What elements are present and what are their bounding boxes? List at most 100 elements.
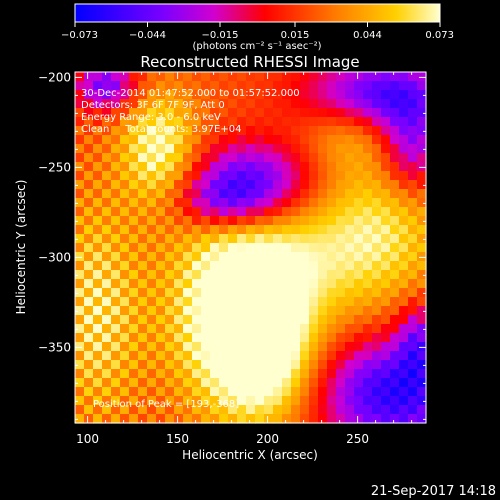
- heatmap-cell: [210, 162, 220, 172]
- heatmap-cell: [345, 117, 355, 127]
- heatmap-cell: [309, 297, 319, 307]
- heatmap-cell: [192, 315, 202, 325]
- heatmap-cell: [219, 234, 229, 244]
- heatmap-cell: [336, 180, 346, 190]
- heatmap-cell: [192, 126, 202, 136]
- heatmap-cell: [93, 81, 103, 91]
- heatmap-cell: [237, 333, 247, 343]
- timestamp: 21-Sep-2017 14:18: [371, 484, 496, 499]
- heatmap-cell: [111, 198, 121, 208]
- heatmap-cell: [282, 351, 292, 361]
- heatmap-cell: [237, 171, 247, 181]
- heatmap-cell: [300, 225, 310, 235]
- heatmap-cell: [390, 315, 400, 325]
- heatmap-cell: [336, 288, 346, 298]
- heatmap-cell: [300, 378, 310, 388]
- heatmap-cell: [111, 243, 121, 253]
- heatmap-cell: [120, 252, 130, 262]
- heatmap-cell: [291, 225, 301, 235]
- heatmap-cell: [237, 270, 247, 280]
- heatmap-cell: [399, 180, 409, 190]
- heatmap-cell: [75, 378, 85, 388]
- heatmap-cell: [273, 297, 283, 307]
- heatmap-cell: [120, 297, 130, 307]
- heatmap-cell: [93, 189, 103, 199]
- heatmap-cell: [345, 351, 355, 361]
- heatmap-cell: [111, 306, 121, 316]
- heatmap-cell: [156, 414, 166, 424]
- heatmap-cell: [93, 90, 103, 100]
- heatmap-cell: [255, 81, 265, 91]
- heatmap-cell: [210, 360, 220, 370]
- heatmap-cell: [93, 279, 103, 289]
- heatmap-cell: [165, 99, 175, 109]
- heatmap-cell: [300, 306, 310, 316]
- heatmap-cell: [75, 369, 85, 379]
- heatmap-cell: [363, 279, 373, 289]
- heatmap-cell: [318, 216, 328, 226]
- heatmap-cell: [111, 189, 121, 199]
- heatmap-cell: [147, 351, 157, 361]
- heatmap-cell: [246, 324, 256, 334]
- heatmap-cell: [255, 90, 265, 100]
- heatmap-cell: [219, 306, 229, 316]
- heatmap-cell: [93, 252, 103, 262]
- heatmap-cell: [165, 270, 175, 280]
- heatmap-cell: [336, 279, 346, 289]
- heatmap-cell: [381, 324, 391, 334]
- heatmap-cell: [93, 324, 103, 334]
- heatmap-cell: [129, 342, 139, 352]
- heatmap-cell: [345, 270, 355, 280]
- heatmap-cell: [174, 279, 184, 289]
- heatmap-cell: [174, 144, 184, 154]
- heatmap-cell: [147, 297, 157, 307]
- heatmap-cell: [327, 351, 337, 361]
- heatmap-cell: [228, 90, 238, 100]
- heatmap-cell: [291, 414, 301, 424]
- heatmap-cell: [156, 315, 166, 325]
- heatmap-cell: [408, 405, 418, 415]
- heatmap-cell: [372, 72, 382, 82]
- heatmap-cell: [183, 252, 193, 262]
- heatmap-cell: [75, 306, 85, 316]
- heatmap-cell: [84, 342, 94, 352]
- heatmap-cell: [408, 207, 418, 217]
- heatmap-cell: [84, 72, 94, 82]
- heatmap-cell: [129, 351, 139, 361]
- heatmap-cell: [282, 153, 292, 163]
- heatmap-cell: [381, 189, 391, 199]
- heatmap-cell: [219, 405, 229, 415]
- heatmap-cell: [183, 135, 193, 145]
- heatmap-cell: [399, 207, 409, 217]
- heatmap-cell: [237, 216, 247, 226]
- heatmap-cell: [201, 333, 211, 343]
- heatmap-cell: [345, 369, 355, 379]
- heatmap-cell: [210, 234, 220, 244]
- heatmap-cell: [156, 99, 166, 109]
- heatmap-cell: [273, 261, 283, 271]
- heatmap-cell: [201, 216, 211, 226]
- heatmap-cell: [102, 126, 112, 136]
- heatmap-cell: [147, 333, 157, 343]
- heatmap-cell: [372, 279, 382, 289]
- heatmap-cell: [129, 405, 139, 415]
- heatmap-cell: [102, 261, 112, 271]
- heatmap-cell: [246, 261, 256, 271]
- heatmap-cell: [147, 261, 157, 271]
- heatmap-cell: [228, 369, 238, 379]
- heatmap-cell: [408, 189, 418, 199]
- heatmap-cell: [165, 81, 175, 91]
- heatmap-cell: [75, 207, 85, 217]
- heatmap-cell: [219, 315, 229, 325]
- heatmap-cell: [219, 99, 229, 109]
- heatmap-cell: [336, 252, 346, 262]
- heatmap-cell: [192, 405, 202, 415]
- heatmap-cell: [165, 333, 175, 343]
- heatmap-cell: [273, 117, 283, 127]
- heatmap-cell: [291, 135, 301, 145]
- heatmap-cell: [408, 297, 418, 307]
- heatmap-cell: [111, 351, 121, 361]
- heatmap-cell: [228, 108, 238, 118]
- heatmap-cell: [273, 189, 283, 199]
- heatmap-cell: [93, 171, 103, 181]
